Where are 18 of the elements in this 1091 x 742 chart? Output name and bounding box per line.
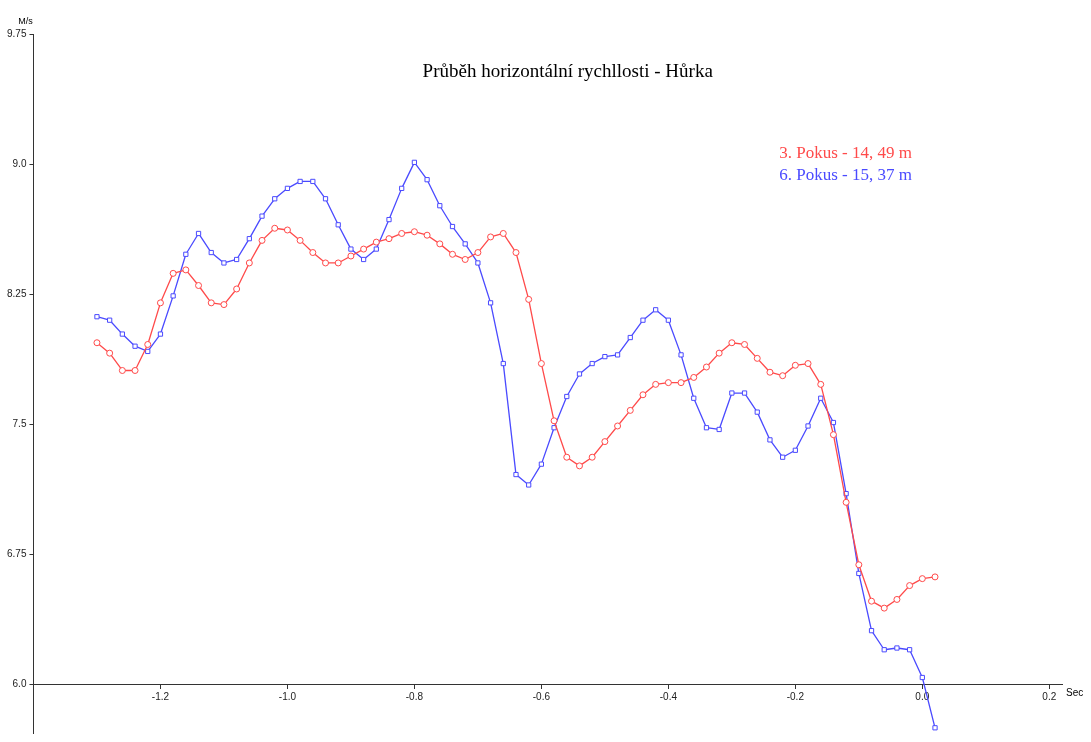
x-tick-label: -0.2 [786, 691, 805, 703]
x-tick-label: -0.4 [659, 691, 678, 703]
x-tick-label: -0.6 [532, 691, 551, 703]
text: 6. Pokus - 15, 37 m [779, 165, 913, 185]
y-tick-label: 9.75 [6, 27, 27, 39]
y-tick-label: 7.5 [12, 418, 27, 430]
x-tick-label: 0.2 [1042, 691, 1057, 703]
x-tick-label: -1.2 [151, 691, 170, 703]
y-tick-label: 8.25 [6, 287, 27, 299]
x-tick-label: -0.8 [405, 691, 424, 703]
y-tick-label: 6.0 [12, 678, 27, 690]
y-axis-title: M/s [18, 15, 34, 26]
x-tick-label: -1.0 [278, 691, 297, 703]
y-tick-label: 9.0 [12, 157, 27, 169]
y-tick-label: 6.75 [6, 548, 27, 560]
x-axis-title: Sec [1066, 687, 1084, 699]
text: 3. Pokus - 14, 49 m [779, 143, 913, 163]
text: Průběh horizontální rychllosti - Hůrka [422, 59, 714, 81]
